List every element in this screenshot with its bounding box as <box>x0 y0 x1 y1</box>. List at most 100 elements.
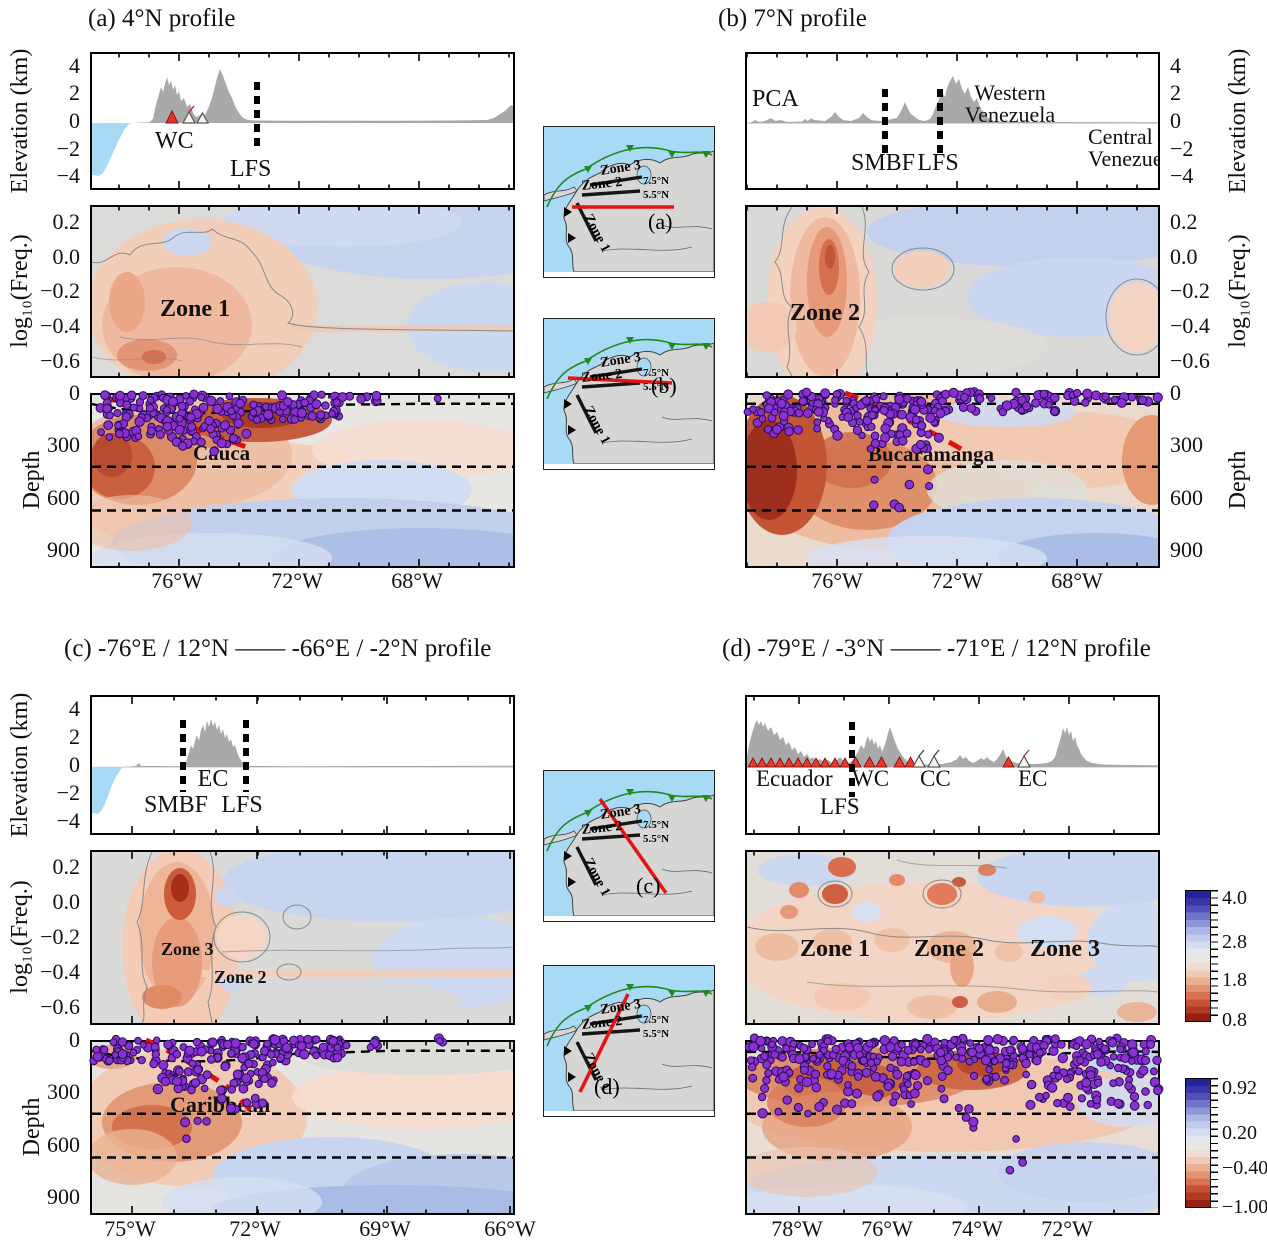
panel-b-western-venezuela-label: Venezuela <box>964 102 1056 127</box>
panel-c-depth-section <box>90 1040 515 1215</box>
colorbar-upper-tick-label: 2.8 <box>1222 931 1247 953</box>
ocean-fill <box>92 767 123 814</box>
panel-c-depth-tick: 900 <box>47 1184 80 1209</box>
profile-line <box>578 993 630 1093</box>
trench-teeth-icon <box>564 399 576 435</box>
panel-c-elev-tick: 0 <box>69 752 80 777</box>
panel-b-elev-tick: −4 <box>1170 163 1194 188</box>
panel-c-depth-tick: 0 <box>69 1027 80 1052</box>
panel-b-western-venezuela-label: Western <box>974 80 1046 105</box>
panel-b-depth-ylabel: Depth <box>1225 450 1251 510</box>
panel-b-pca-label: PCA <box>752 86 799 112</box>
colorbar-lower-tick-label: −0.40 <box>1222 1157 1267 1179</box>
panel-c-zone-label: Zone 3 <box>161 939 214 959</box>
panel-b-elev-tick: 4 <box>1170 53 1181 78</box>
panel-b-depth-tick: 900 <box>1170 537 1203 562</box>
panel-c-elev-tick: −2 <box>56 780 80 805</box>
volcano-icon <box>747 749 1031 768</box>
panel-c-elev-tick: −4 <box>56 808 80 833</box>
inset-zone2-label: Zone 2 <box>581 819 623 838</box>
panel-b-depth-tick: 600 <box>1170 485 1203 510</box>
volcano-icon <box>165 105 210 124</box>
panel-b-elev-tick: 0 <box>1170 108 1181 133</box>
zone-lines <box>575 819 643 886</box>
panel-d-xtick: 76°W <box>861 1216 913 1241</box>
panel-c-smbf-label: SMBF <box>143 792 209 818</box>
panel-a-freq-tick: −0.4 <box>40 313 80 338</box>
panel-b-elevation-plot <box>745 52 1160 190</box>
panel-c-depth-tick: 600 <box>47 1132 80 1157</box>
inset-map-d: Zone 3 Zone 2 Zone 1 7.5°N 5.5°N (d) <box>543 965 715 1117</box>
panel-c-elev-tick: 4 <box>69 696 80 721</box>
panel-b-xtick: 68°W <box>1051 568 1103 593</box>
panel-a-depth-tick: 0 <box>69 380 80 405</box>
inset-map-c: Zone 3 Zone 2 Zone 1 7.5°N 5.5°N (c) <box>543 770 715 922</box>
panel-b-lfs-label: LFS <box>917 150 959 176</box>
panel-c-lfs-label: LFS <box>221 792 263 818</box>
panel-a-elev-tick: 4 <box>69 53 80 78</box>
panel-a-freq-tick: −0.2 <box>40 278 80 303</box>
colorbar-upper-tick-label: 0.8 <box>1222 1009 1247 1031</box>
panel-a-freq-tick: 0.2 <box>52 209 81 234</box>
panel-c-frequency-section <box>90 850 515 1025</box>
panel-c-freq-tick: −0.6 <box>40 994 80 1019</box>
panel-d-cc-label: CC <box>920 766 951 791</box>
panel-a-depth-tick: 900 <box>47 537 80 562</box>
profile-line <box>598 797 668 895</box>
panel-a-xtick: 76°W <box>151 568 203 593</box>
inset-letter: (c) <box>636 873 660 898</box>
inset-lat-label: 7.5°N <box>643 819 669 831</box>
panel-b-freq-tick: 0.2 <box>1170 209 1198 234</box>
panel-a-zone-label: Zone 1 <box>160 296 231 322</box>
trench-teeth-icon <box>564 851 576 887</box>
panel-a-wc-label: WC <box>155 128 194 154</box>
panel-d-wc-label: WC <box>852 766 890 791</box>
panel-b-frequency-section <box>745 205 1160 378</box>
panel-d-frequency-section <box>745 850 1160 1025</box>
land <box>563 150 715 273</box>
river-lines <box>601 224 713 252</box>
panel-c-zone-label: Zone 2 <box>214 967 267 987</box>
inset-zone2-label: Zone 2 <box>581 1014 623 1033</box>
inset-lat-label: 7.5°N <box>643 175 669 187</box>
inset-zone3-label: Zone 3 <box>599 158 642 179</box>
panel-c-xtick: 66°W <box>484 1216 536 1241</box>
panel-d-xtick: 74°W <box>951 1216 1003 1241</box>
panel-a-depth-section <box>90 393 515 568</box>
panel-d-xtick: 78°W <box>771 1216 823 1241</box>
colorbar-lower-tick-label: 0.20 <box>1222 1122 1257 1144</box>
zone-lines <box>575 367 643 434</box>
trench-teeth-icon <box>564 207 576 243</box>
panel-a-cauca-label: Cauca <box>193 441 251 465</box>
colorbar-lower-tick-label: −1.00 <box>1222 1196 1267 1218</box>
panel-c-caribbean-label: Caribbean <box>170 1092 271 1117</box>
inset-lat-label: 7.5°N <box>643 367 669 379</box>
inset-zone3-label: Zone 3 <box>599 350 642 371</box>
panel-a-freq-tick: −0.6 <box>40 348 80 373</box>
panel-b-freq-tick: 0.0 <box>1170 244 1198 269</box>
panel-d-zone-label: Zone 2 <box>914 936 985 962</box>
panel-c-depth-tick: 300 <box>47 1079 80 1104</box>
panel-c-elevation-plot <box>90 695 515 835</box>
panel-a-xtick: 68°W <box>391 568 443 593</box>
inset-zone3-label: Zone 3 <box>599 802 642 823</box>
topography <box>747 720 1158 767</box>
panel-a-elev-tick: −4 <box>56 163 80 188</box>
panel-d-zone-label: Zone 1 <box>800 936 871 962</box>
trench-teeth-icon <box>564 1046 576 1082</box>
panel-a-depth-tick: 300 <box>47 432 80 457</box>
panel-a-freq-tick: 0.0 <box>52 244 81 269</box>
panel-a-elev-tick: 0 <box>69 108 80 133</box>
panel-c-freq-tick: −0.2 <box>40 924 80 949</box>
panel-d-depth-section <box>745 1040 1160 1215</box>
panel-b-elev-tick: 2 <box>1170 80 1181 105</box>
panel-a-lfs-label: LFS <box>230 156 272 182</box>
panel-c-xtick: 75°W <box>104 1216 156 1241</box>
panel-b-depth-section <box>745 393 1160 568</box>
inset-lat-label: 5.5°N <box>643 381 669 393</box>
ocean-fill <box>92 123 131 176</box>
inset-letter: (d) <box>594 1074 620 1099</box>
inset-lat-label: 5.5°N <box>643 189 669 201</box>
panel-c-freq-tick: 0.2 <box>52 854 81 879</box>
